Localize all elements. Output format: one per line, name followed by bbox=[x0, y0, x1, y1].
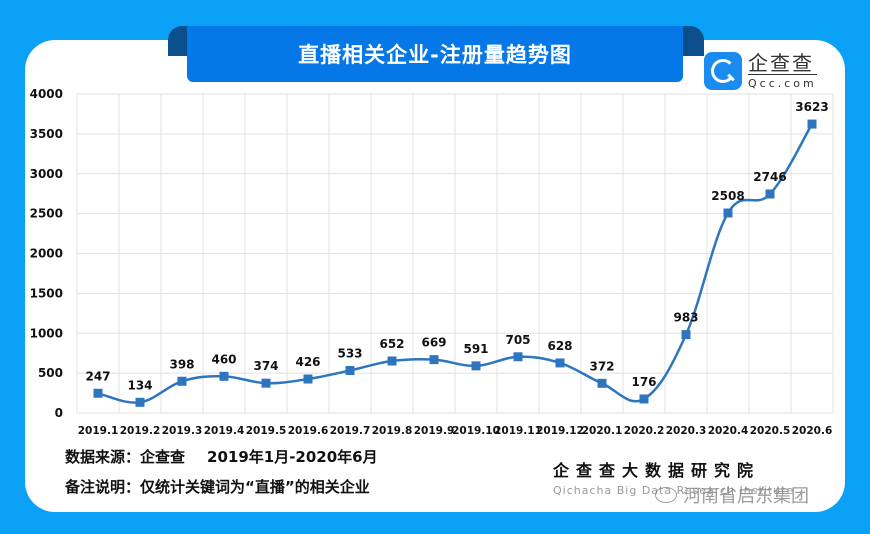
x-tick-label: 2020.5 bbox=[750, 425, 791, 437]
data-value-label: 591 bbox=[463, 342, 488, 356]
x-tick-label: 2019.6 bbox=[288, 425, 329, 437]
data-point-marker bbox=[219, 371, 229, 381]
data-point-marker bbox=[555, 358, 565, 368]
data-point-marker bbox=[429, 355, 439, 365]
x-tick-label: 2019.11 bbox=[494, 425, 542, 437]
wechat-watermark-text: 河南省启东集团 bbox=[683, 486, 809, 507]
x-tick-label: 2019.8 bbox=[372, 425, 413, 437]
y-tick-label: 2000 bbox=[30, 247, 63, 261]
data-value-label: 705 bbox=[505, 333, 530, 347]
data-point-marker bbox=[807, 119, 817, 129]
y-tick-label: 2500 bbox=[30, 207, 63, 221]
x-tick-label: 2019.7 bbox=[330, 425, 371, 437]
data-value-label: 134 bbox=[127, 378, 152, 392]
y-tick-label: 3500 bbox=[30, 127, 63, 141]
data-value-label: 669 bbox=[421, 336, 446, 350]
y-tick-label: 1500 bbox=[30, 286, 63, 300]
x-tick-label: 2019.4 bbox=[204, 425, 245, 437]
wechat-watermark: 河南省启东集团 bbox=[655, 482, 809, 508]
y-tick-label: 1000 bbox=[30, 326, 63, 340]
qcc-logo: 企查查 Qcc.com bbox=[704, 52, 817, 90]
x-tick-label: 2019.9 bbox=[414, 425, 455, 437]
data-value-label: 2508 bbox=[711, 189, 744, 203]
data-value-label: 176 bbox=[631, 375, 656, 389]
y-axis: 0 500 1000 1500 2000 2500 3000 3500 4000 bbox=[30, 87, 63, 420]
data-value-label: 533 bbox=[337, 346, 362, 360]
data-value-label: 628 bbox=[547, 339, 572, 353]
x-tick-label: 2019.3 bbox=[162, 425, 203, 437]
data-point-marker bbox=[765, 189, 775, 199]
data-value-label: 460 bbox=[211, 352, 236, 366]
y-tick-label: 3000 bbox=[30, 167, 63, 181]
banner-fold-left bbox=[168, 26, 190, 56]
x-tick-label: 2019.12 bbox=[536, 425, 584, 437]
wechat-icon bbox=[655, 487, 677, 503]
data-source-label: 数据来源：企查查 bbox=[65, 448, 186, 466]
data-value-label: 398 bbox=[169, 357, 194, 371]
qcc-logo-icon bbox=[704, 52, 742, 90]
x-tick-label: 2019.10 bbox=[452, 425, 500, 437]
x-tick-label: 2019.5 bbox=[246, 425, 287, 437]
data-markers bbox=[93, 119, 817, 407]
data-labels: 247 134 398 460 374 426 533 652 669 591 705 628 372 1… bbox=[85, 100, 828, 392]
data-point-marker bbox=[681, 330, 691, 340]
x-tick-label: 2019.1 bbox=[78, 425, 119, 437]
data-point-marker bbox=[639, 394, 649, 404]
data-value-label: 426 bbox=[295, 355, 320, 369]
data-point-marker bbox=[135, 397, 145, 407]
data-value-label: 2746 bbox=[753, 170, 786, 184]
y-tick-label: 4000 bbox=[30, 87, 63, 101]
y-tick-label: 500 bbox=[38, 366, 63, 380]
x-tick-label: 2020.2 bbox=[624, 425, 665, 437]
logo-name: 企查查 bbox=[748, 53, 817, 75]
y-tick-label: 0 bbox=[55, 406, 63, 420]
x-tick-label: 2020.4 bbox=[708, 425, 749, 437]
x-tick-label: 2020.3 bbox=[666, 425, 707, 437]
institute-name-cn: 企查查大数据研究院 bbox=[553, 461, 761, 480]
data-point-marker bbox=[345, 365, 355, 375]
chart-title: 直播相关企业-注册量趋势图 bbox=[187, 26, 683, 82]
remark-note: 备注说明：仅统计关键词为“直播”的相关企业 bbox=[65, 478, 370, 496]
data-point-marker bbox=[93, 388, 103, 398]
data-point-marker bbox=[303, 374, 313, 384]
data-point-marker bbox=[513, 352, 523, 362]
data-value-label: 3623 bbox=[795, 100, 828, 114]
logo-domain: Qcc.com bbox=[748, 77, 817, 90]
data-point-marker bbox=[387, 356, 397, 366]
chart-card bbox=[25, 40, 845, 512]
data-value-label: 247 bbox=[85, 369, 110, 383]
x-tick-label: 2019.2 bbox=[120, 425, 161, 437]
banner-fold-right bbox=[682, 26, 704, 56]
x-tick-label: 2020.6 bbox=[792, 425, 833, 437]
x-axis: 2019.1 2019.2 2019.3 2019.4 2019.5 2019.6 2019… bbox=[78, 425, 833, 437]
data-point-marker bbox=[597, 378, 607, 388]
data-point-marker bbox=[471, 361, 481, 371]
data-point-marker bbox=[177, 376, 187, 386]
data-source: 数据来源：企查查 2019年1月-2020年6月 bbox=[65, 446, 378, 467]
data-point-marker bbox=[723, 208, 733, 218]
data-value-label: 372 bbox=[589, 359, 614, 373]
x-tick-label: 2020.1 bbox=[582, 425, 623, 437]
data-value-label: 983 bbox=[673, 311, 698, 325]
chart-grid bbox=[76, 93, 834, 414]
data-value-label: 652 bbox=[379, 337, 404, 351]
data-value-label: 374 bbox=[253, 359, 278, 373]
data-source-range: 2019年1月-2020年6月 bbox=[207, 448, 378, 466]
data-point-marker bbox=[261, 378, 271, 388]
